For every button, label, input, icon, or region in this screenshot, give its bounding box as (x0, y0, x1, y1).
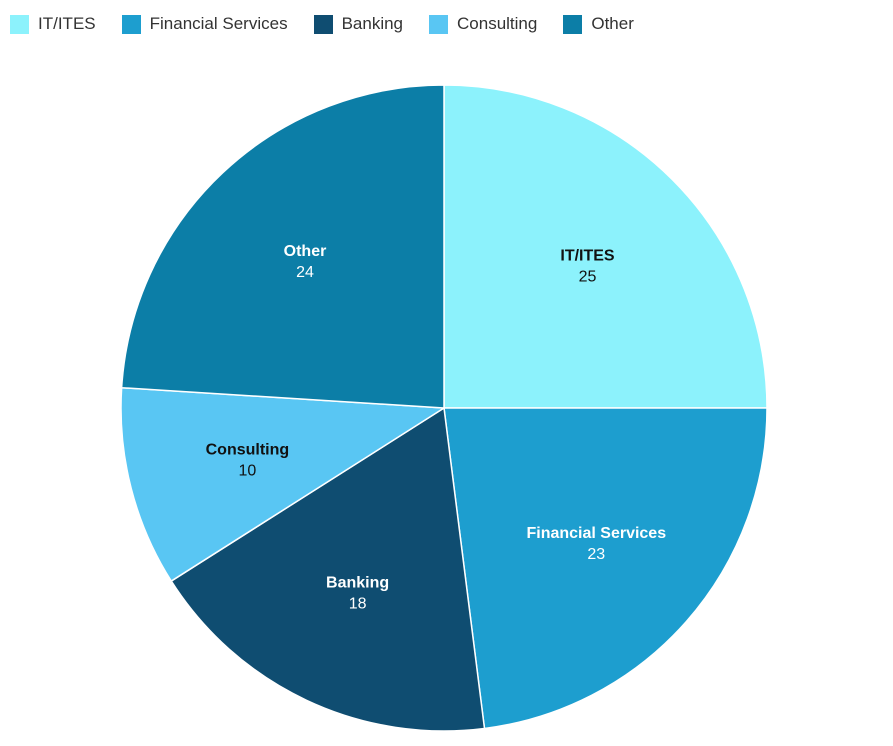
pie-slice-value: 18 (349, 596, 367, 613)
legend-label: IT/ITES (38, 14, 96, 33)
legend-item-other[interactable]: Other (563, 14, 634, 34)
legend-item-it-ites[interactable]: IT/ITES (10, 14, 96, 34)
pie-slice-label: Consulting (206, 442, 290, 459)
legend: IT/ITES Financial Services Banking Consulti… (10, 14, 634, 34)
legend-label: Financial Services (149, 14, 288, 33)
legend-item-financial-services[interactable]: Financial Services (121, 14, 288, 34)
legend-label: Other (591, 14, 634, 33)
pie-slice-value: 10 (239, 463, 257, 480)
pie-slice-banking[interactable] (170, 407, 486, 732)
pie-slice-label: IT/ITES (560, 248, 615, 265)
legend-color-swatch (121, 14, 141, 34)
legend-label: Banking (341, 14, 404, 33)
pie-slice-consulting[interactable] (120, 386, 445, 582)
legend-label: Consulting (457, 14, 538, 33)
pie-slice-value: 25 (579, 269, 597, 286)
pie-slice-other[interactable] (120, 84, 445, 409)
pie-slice-financial-services[interactable] (443, 407, 768, 730)
pie-slice-label: Banking (326, 575, 389, 592)
legend-color-swatch (563, 14, 583, 34)
legend-item-consulting[interactable]: Consulting (429, 14, 537, 34)
legend-color-swatch (429, 14, 449, 34)
pie-slice-label: Financial Services (526, 525, 666, 542)
legend-color-swatch (313, 14, 333, 34)
legend-item-banking[interactable]: Banking (313, 14, 404, 34)
pie-slice-value: 23 (587, 546, 605, 563)
pie-slice-value: 24 (296, 264, 314, 281)
legend-color-swatch (10, 14, 29, 34)
pie-slice-label: Other (284, 243, 327, 260)
pie-slice-it-ites[interactable] (443, 84, 768, 409)
